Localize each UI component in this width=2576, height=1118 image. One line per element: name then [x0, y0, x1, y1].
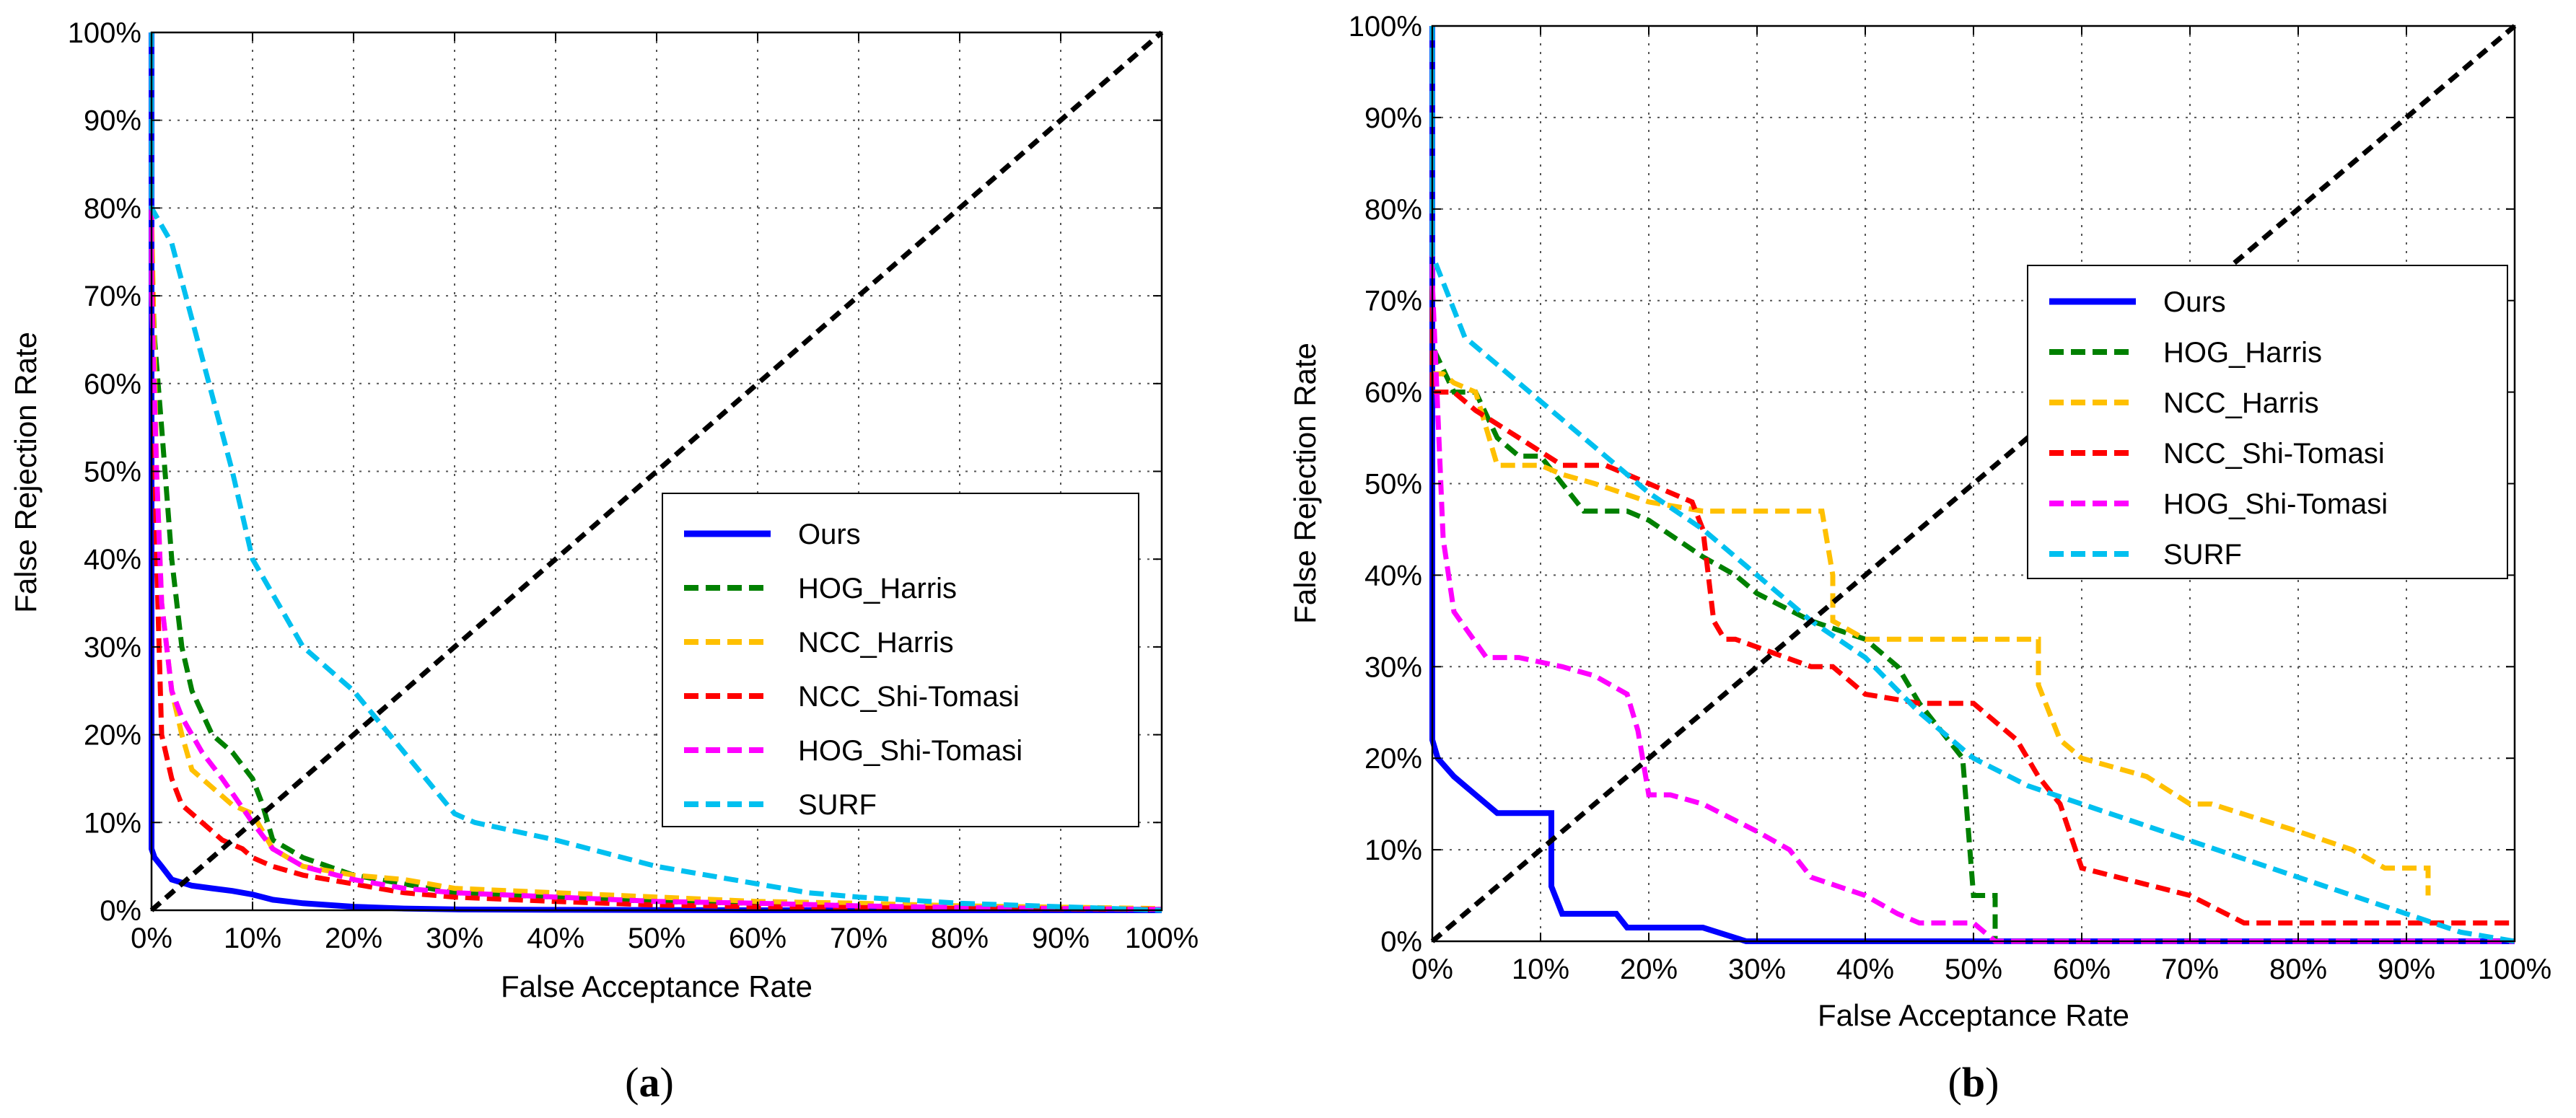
x-tick-label: 80% [931, 923, 989, 954]
y-tick-label: 0% [1380, 926, 1422, 958]
series-line-ncc-harris [1429, 26, 2431, 896]
caption-close-paren: ) [660, 1059, 674, 1106]
legend-label-hog-harris: HOG_Harris [798, 573, 957, 604]
x-tick-label: 0% [131, 923, 172, 954]
caption-close-paren: ) [1985, 1059, 1999, 1106]
series-line-surf [1429, 26, 2515, 944]
legend-label-ncc-shi-tomasi: NCC_Shi-Tomasi [798, 681, 1020, 713]
x-tick-label: 0% [1411, 954, 1453, 985]
y-tick-label: 80% [84, 193, 141, 224]
legend-label-ncc-harris: NCC_Harris [2163, 387, 2319, 419]
caption-letter: a [639, 1059, 660, 1106]
x-tick-label: 90% [2378, 954, 2435, 985]
x-tick-label: 40% [1836, 954, 1894, 985]
y-axis-label: False Rejection Rate [1288, 343, 1322, 624]
y-tick-label: 30% [1364, 651, 1422, 683]
series-line-ncc-shi-tomasi [1429, 26, 2515, 926]
x-tick-label: 90% [1032, 923, 1090, 954]
series-line-hog-shi-tomasi [149, 32, 1162, 912]
legend-label-ncc-shi-tomasi: NCC_Shi-Tomasi [2163, 438, 2385, 470]
series-line-hog-harris [1429, 26, 1998, 941]
caption-letter: b [1962, 1059, 1985, 1106]
x-tick-label: 60% [729, 923, 787, 954]
legend-label-hog-shi-tomasi: HOG_Shi-Tomasi [798, 735, 1022, 767]
y-tick-label: 0% [100, 895, 141, 927]
y-tick-label: 100% [1349, 11, 1422, 43]
legend: Ours HOG_Harris NCC_Harris NCC_Shi-Tomasi HO… [2027, 265, 2508, 579]
x-tick-label: 60% [2053, 954, 2111, 985]
x-tick-label: 30% [1728, 954, 1786, 985]
diagonal-reference-line [149, 30, 1164, 912]
y-tick-label: 60% [1364, 377, 1422, 409]
x-tick-label: 70% [2161, 954, 2219, 985]
legend-label-surf: SURF [2163, 539, 2242, 571]
chart-panel-a: 0% 10% 20% 30% 40% 50% 60% 70% 80% 90% 100% 0% 10% 20… [9, 17, 1199, 1106]
y-tick-label: 50% [1364, 469, 1422, 501]
legend-label-hog-shi-tomasi: HOG_Shi-Tomasi [2163, 488, 2388, 520]
x-tick-label: 100% [2478, 954, 2551, 985]
y-tick-label: 10% [84, 807, 141, 839]
caption-open-paren: ( [1948, 1059, 1962, 1106]
chart-panel-b: 0% 10% 20% 30% 40% 50% 60% 70% 80% 90% 100% 0% 10% 20… [1288, 11, 2551, 1106]
legend-label-surf: SURF [798, 789, 877, 821]
x-axis-label: False Acceptance Rate [501, 969, 812, 1003]
legend-label-ours: Ours [798, 519, 861, 550]
legend: Ours HOG_Harris NCC_Harris NCC_Shi-Tomasi HO… [662, 493, 1139, 827]
x-axis-label: False Acceptance Rate [1818, 998, 2129, 1032]
x-tick-label: 50% [1945, 954, 2002, 985]
y-axis-label: False Rejection Rate [9, 332, 43, 613]
x-tick-label: 20% [1620, 954, 1678, 985]
x-tick-label: 30% [426, 923, 483, 954]
x-tick-label: 40% [527, 923, 584, 954]
panel-caption: (a) [625, 1059, 674, 1106]
x-tick-label: 100% [1125, 923, 1199, 954]
y-tick-label: 40% [1364, 560, 1422, 591]
legend-label-hog-harris: HOG_Harris [2163, 337, 2322, 369]
series-line-ncc-shi-tomasi [149, 32, 1162, 912]
legend-label-ncc-harris: NCC_Harris [798, 627, 954, 659]
legend-box [2027, 265, 2508, 579]
y-tick-label: 20% [1364, 743, 1422, 775]
x-tick-label: 70% [830, 923, 888, 954]
legend-box [662, 493, 1139, 827]
x-tick-label: 50% [628, 923, 685, 954]
panel-caption: (b) [1948, 1059, 1999, 1106]
y-tick-label: 10% [1364, 835, 1422, 866]
y-tick-label: 100% [68, 17, 141, 49]
x-tick-label: 80% [2269, 954, 2327, 985]
y-tick-label: 60% [84, 369, 141, 400]
y-tick-label: 20% [84, 720, 141, 752]
y-tick-label: 30% [84, 632, 141, 664]
x-tick-label: 10% [1512, 954, 1569, 985]
series-line-surf [149, 32, 1162, 913]
x-tick-label: 20% [325, 923, 382, 954]
y-tick-label: 80% [1364, 194, 1422, 226]
caption-open-paren: ( [625, 1059, 639, 1106]
y-tick-label: 90% [1364, 102, 1422, 134]
y-tick-label: 90% [84, 105, 141, 137]
x-tick-label: 10% [224, 923, 281, 954]
legend-label-ours: Ours [2163, 286, 2226, 318]
y-tick-label: 50% [84, 457, 141, 488]
y-tick-label: 40% [84, 544, 141, 576]
y-tick-label: 70% [84, 281, 141, 312]
y-tick-label: 70% [1364, 286, 1422, 317]
diagonal-reference-line [1430, 24, 2517, 943]
